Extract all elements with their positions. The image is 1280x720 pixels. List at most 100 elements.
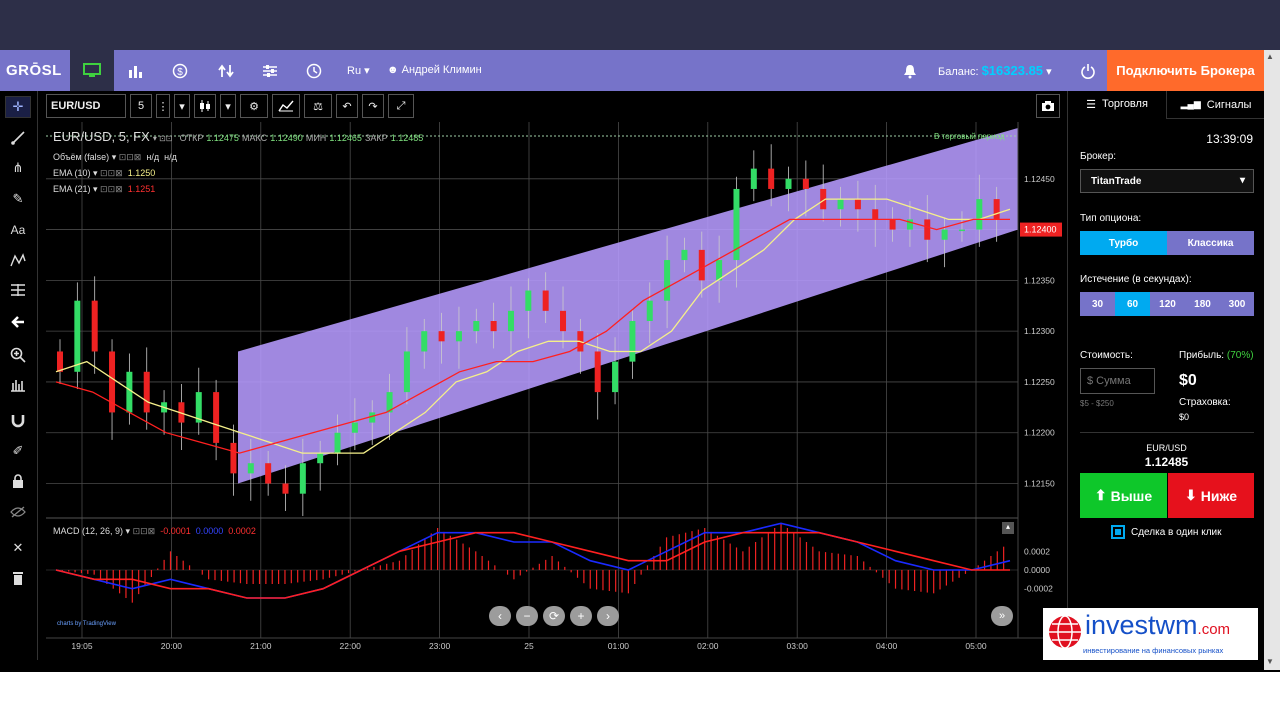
tools-wrench-icon[interactable]: ✕ [12, 540, 24, 555]
option-type-toggle: Турбо Классика [1080, 231, 1254, 255]
price-chart[interactable]: 1.12450 1.12400 1.12350 1.12300 1.12250 1.122… [46, 122, 1062, 658]
option-classic-button[interactable]: Классика [1167, 231, 1254, 255]
hide-drawings-icon[interactable] [5, 501, 31, 523]
candle-body [403, 351, 410, 393]
ohlc-high-label: МАКС [242, 133, 268, 143]
macd-legend-row[interactable]: MACD (12, 26, 9) ▾ ⊡⊡⊠ -0.0001 0.0000 0.… [53, 526, 256, 536]
candles-style-icon[interactable] [194, 94, 216, 118]
interval-select[interactable]: 5 [130, 94, 152, 118]
one-click-checkbox[interactable] [1111, 525, 1125, 539]
option-turbo-button[interactable]: Турбо [1080, 231, 1167, 255]
broker-select[interactable]: TitanTrade ▾ [1080, 169, 1254, 193]
expiry-120-button[interactable]: 120 [1150, 292, 1185, 316]
trading-period-label: В торговый период [934, 132, 1005, 141]
legend-toggle-icons[interactable]: ▾ ⊡⊡ [152, 134, 173, 143]
interval-menu-icon[interactable]: ⋮ [156, 94, 170, 118]
camera-snapshot-icon[interactable] [1036, 94, 1060, 118]
settings-sliders-nav-icon[interactable] [248, 50, 292, 91]
finance-nav-icon[interactable]: $ [158, 50, 202, 91]
chart-settings-gear-icon[interactable]: ⚙ [240, 94, 268, 118]
text-tool-icon[interactable]: Aa [10, 223, 26, 237]
magnet-tool-icon[interactable] [5, 410, 31, 432]
fullscreen-icon[interactable]: ⤢ [388, 94, 414, 118]
top-nav-bar [0, 50, 1280, 91]
asset-price: 1.12485 [1144, 455, 1189, 469]
statistics-nav-icon[interactable] [114, 50, 158, 91]
trend-line-tool-icon[interactable] [5, 127, 31, 149]
call-up-button[interactable]: ⬆ Выше [1080, 473, 1167, 518]
stay-in-drawing-mode-icon[interactable]: ✐ [12, 443, 24, 458]
pattern-tool-icon[interactable] [5, 249, 31, 271]
vertical-scrollbar[interactable]: ▲ ▼ [1264, 50, 1280, 670]
zoom-in-tool-icon[interactable] [5, 344, 31, 366]
tab-signals[interactable]: ▂▄▆ Сигналы [1166, 91, 1265, 119]
candle-body [473, 321, 480, 332]
pitchfork-tool-icon[interactable]: ⋔ [12, 160, 24, 175]
ohlc-high-value: 1.12490 [270, 133, 303, 143]
scroll-to-realtime-button[interactable]: » [991, 606, 1013, 626]
balance-display[interactable]: Баланс: $16323.85 ▾ [938, 63, 1052, 78]
indicator-legend: Объём (false) ▾ ⊡⊡⊠ н/д н/д EMA (10) ▾ ⊡… [53, 149, 177, 197]
horizontal-scroll-area [0, 660, 1264, 672]
chevron-down-icon[interactable]: ▾ [220, 94, 236, 118]
put-down-button[interactable]: ⬇ Ниже [1168, 473, 1254, 518]
time-tick-label: 01:00 [608, 641, 630, 651]
undo-icon[interactable]: ↶ [336, 94, 358, 118]
indicators-icon[interactable] [272, 94, 300, 118]
fibonacci-tool-icon[interactable] [5, 279, 31, 301]
candle-body [57, 351, 63, 372]
macd-tick-label: 0.0002 [1024, 546, 1050, 556]
candle-body [386, 392, 393, 413]
transfers-nav-icon[interactable] [204, 50, 248, 91]
price-tick-label: 1.12150 [1024, 479, 1055, 489]
insurance-value: $0 [1179, 412, 1190, 422]
chart-symbol-title: EUR/USD, 5, FX [53, 129, 150, 144]
measure-tool-icon[interactable] [5, 374, 31, 396]
redo-icon[interactable]: ↷ [362, 94, 384, 118]
scroll-right-button[interactable]: › [597, 606, 619, 626]
expiry-180-button[interactable]: 180 [1185, 292, 1220, 316]
arrow-left-tool-icon[interactable] [5, 311, 31, 333]
expiry-30-button[interactable]: 30 [1080, 292, 1115, 316]
connect-broker-button[interactable]: Подключить Брокера [1107, 50, 1264, 91]
candle-body [455, 331, 462, 342]
chevron-down-icon: ▾ [1239, 175, 1245, 186]
user-menu[interactable]: ☻ Андрей Климин [387, 64, 482, 76]
tradingview-credit[interactable]: charts by TradingView [57, 621, 116, 627]
brush-tool-icon[interactable]: ✎ [12, 191, 24, 206]
expiry-60-button[interactable]: 60 [1115, 292, 1150, 316]
ohlc-low-value: 1.12465 [329, 133, 362, 143]
trash-icon[interactable] [5, 567, 31, 589]
reset-zoom-button[interactable]: ⟳ [543, 606, 565, 626]
current-price-tag: 1.12400 [1020, 222, 1062, 237]
ema10-legend-row[interactable]: EMA (10) ▾ ⊡⊡⊠ 1.1250 [53, 168, 156, 178]
volume-legend-row[interactable]: Объём (false) ▾ ⊡⊡⊠ н/д н/д [53, 152, 177, 162]
terminal-nav-icon[interactable] [70, 50, 114, 91]
maximize-pane-icon[interactable]: ▴ [1002, 522, 1014, 534]
candle-body [698, 249, 705, 281]
candle-body [299, 463, 306, 494]
notifications-bell-icon[interactable] [890, 50, 930, 91]
power-logout-icon[interactable] [1068, 50, 1108, 91]
history-clock-nav-icon[interactable] [292, 50, 336, 91]
cost-amount-input[interactable] [1080, 368, 1155, 394]
crosshair-tool-icon[interactable]: ✛ [5, 96, 31, 118]
time-tick-label: 02:00 [697, 641, 719, 651]
tab-trading[interactable]: ☰ Торговля [1068, 91, 1166, 119]
drawing-toolbar: ✛ ⋔ ✎ Aa ✐ ✕ [0, 91, 38, 660]
language-select[interactable]: Ru ▾ [347, 65, 370, 77]
zoom-in-button[interactable]: + [570, 606, 592, 626]
expiry-300-button[interactable]: 300 [1220, 292, 1254, 316]
list-icon: ☰ [1086, 98, 1096, 111]
zoom-out-button[interactable]: − [516, 606, 538, 626]
scroll-left-button[interactable]: ‹ [489, 606, 511, 626]
chevron-down-icon[interactable]: ▾ [174, 94, 190, 118]
lock-icon[interactable] [5, 470, 31, 492]
ema21-legend-row[interactable]: EMA (21) ▾ ⊡⊡⊠ 1.1251 [53, 184, 156, 194]
app-logo[interactable]: GRŌSL [6, 62, 62, 79]
one-click-trade-toggle[interactable]: Сделка в один клик [1111, 525, 1222, 539]
asset-pair: EUR/USD [1146, 443, 1187, 453]
candle-body [785, 178, 792, 189]
symbol-search-input[interactable]: EUR/USD [46, 94, 126, 118]
compare-scales-icon[interactable]: ⚖ [304, 94, 332, 118]
